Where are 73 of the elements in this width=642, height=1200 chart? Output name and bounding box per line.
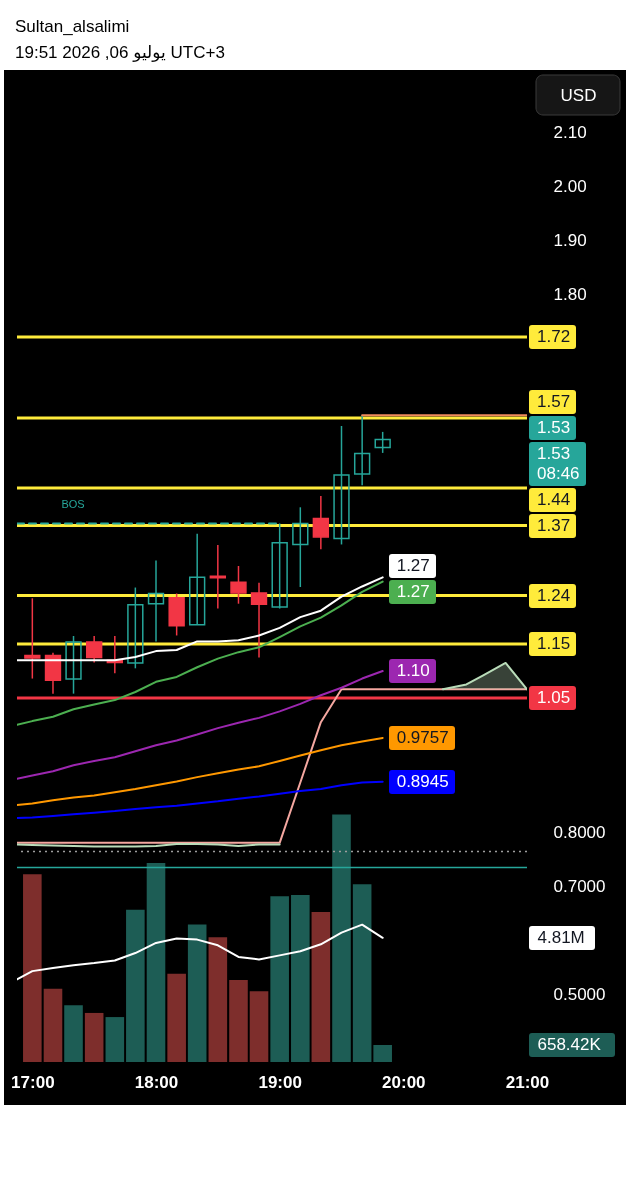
bar (126, 909, 145, 1062)
ref-line-label: 1.15 (529, 632, 577, 657)
candlestick (271, 522, 288, 610)
text: 1.53 (529, 416, 577, 441)
bar (23, 874, 42, 1062)
line-series (17, 780, 384, 820)
line-series (17, 576, 384, 662)
bar (311, 911, 331, 1062)
bar (208, 937, 228, 1062)
text: 08:46 (537, 464, 580, 484)
bar (43, 988, 63, 1062)
candlestick (65, 635, 82, 695)
line-series (17, 688, 527, 844)
candlestick (230, 565, 247, 605)
bar (291, 894, 310, 1062)
y-tick-label: 0.7000 (553, 876, 606, 896)
x-tick-label: 20:00 (382, 1072, 426, 1092)
ref-line-label: 1.37 (529, 514, 577, 539)
y2-tick-label: 4.81M (537, 928, 585, 948)
y-tick-label: 0.8000 (553, 823, 606, 843)
bar (373, 1045, 392, 1062)
candlestick (353, 414, 371, 486)
chart-subtitle: UTC+3 يوليو 06, 2026 19:51 (15, 42, 225, 64)
data-label: 0.8945 (388, 769, 455, 794)
bar (270, 896, 289, 1062)
candlestick (374, 431, 391, 454)
series-label: BOS (61, 498, 85, 511)
bar (167, 973, 186, 1062)
line-series (17, 923, 384, 981)
bar (332, 814, 351, 1062)
bar (64, 1005, 83, 1062)
y-tick-label: 2.10 (553, 122, 587, 142)
candlestick (24, 597, 41, 680)
ref-line-label: 1.57 (529, 390, 577, 415)
ref-line-label: 1.05 (529, 685, 577, 710)
candlestick (209, 544, 227, 610)
text: 1.53 (537, 444, 571, 464)
bar (249, 991, 269, 1062)
x-tick-label: 21:00 (505, 1072, 550, 1092)
candlestick (250, 581, 268, 659)
line-series (17, 670, 384, 780)
data-label: 1.27 (388, 580, 436, 605)
y-tick-label: 0.5000 (553, 984, 606, 1004)
bar (187, 924, 207, 1062)
y-tick-label: 1.90 (553, 230, 587, 250)
candlestick (292, 506, 309, 588)
ref-line-label: 1.24 (529, 583, 577, 608)
line-series (17, 736, 384, 807)
y2-tick-label: 658.42K (537, 1035, 602, 1055)
candlestick (333, 425, 350, 546)
candlestick (127, 586, 144, 670)
bar (352, 884, 372, 1062)
candlestick (85, 635, 103, 664)
candlestick (189, 532, 206, 626)
bar (146, 862, 166, 1062)
ref-line-label: 1.72 (529, 325, 577, 350)
x-tick-label: 17:00 (11, 1072, 55, 1092)
bar (229, 979, 248, 1062)
y-tick-label: 2.00 (553, 176, 587, 196)
ref-line-label: 1.44 (529, 488, 577, 513)
line-series (17, 580, 384, 726)
y-tick-label: 1.80 (553, 284, 587, 304)
candlestick (312, 495, 330, 551)
y-axis-title: USD (560, 85, 597, 105)
x-tick-label: 18:00 (134, 1072, 179, 1092)
x-tick-label: 19:00 (258, 1072, 302, 1092)
candlestick (147, 559, 165, 643)
data-label: 1.27 (388, 554, 436, 579)
chart-title: Sultan_alsalimi (15, 16, 131, 38)
bar (84, 1012, 104, 1062)
data-label: 1.10 (388, 659, 436, 684)
bar (105, 1017, 125, 1062)
data-label: 0.9757 (388, 725, 455, 750)
